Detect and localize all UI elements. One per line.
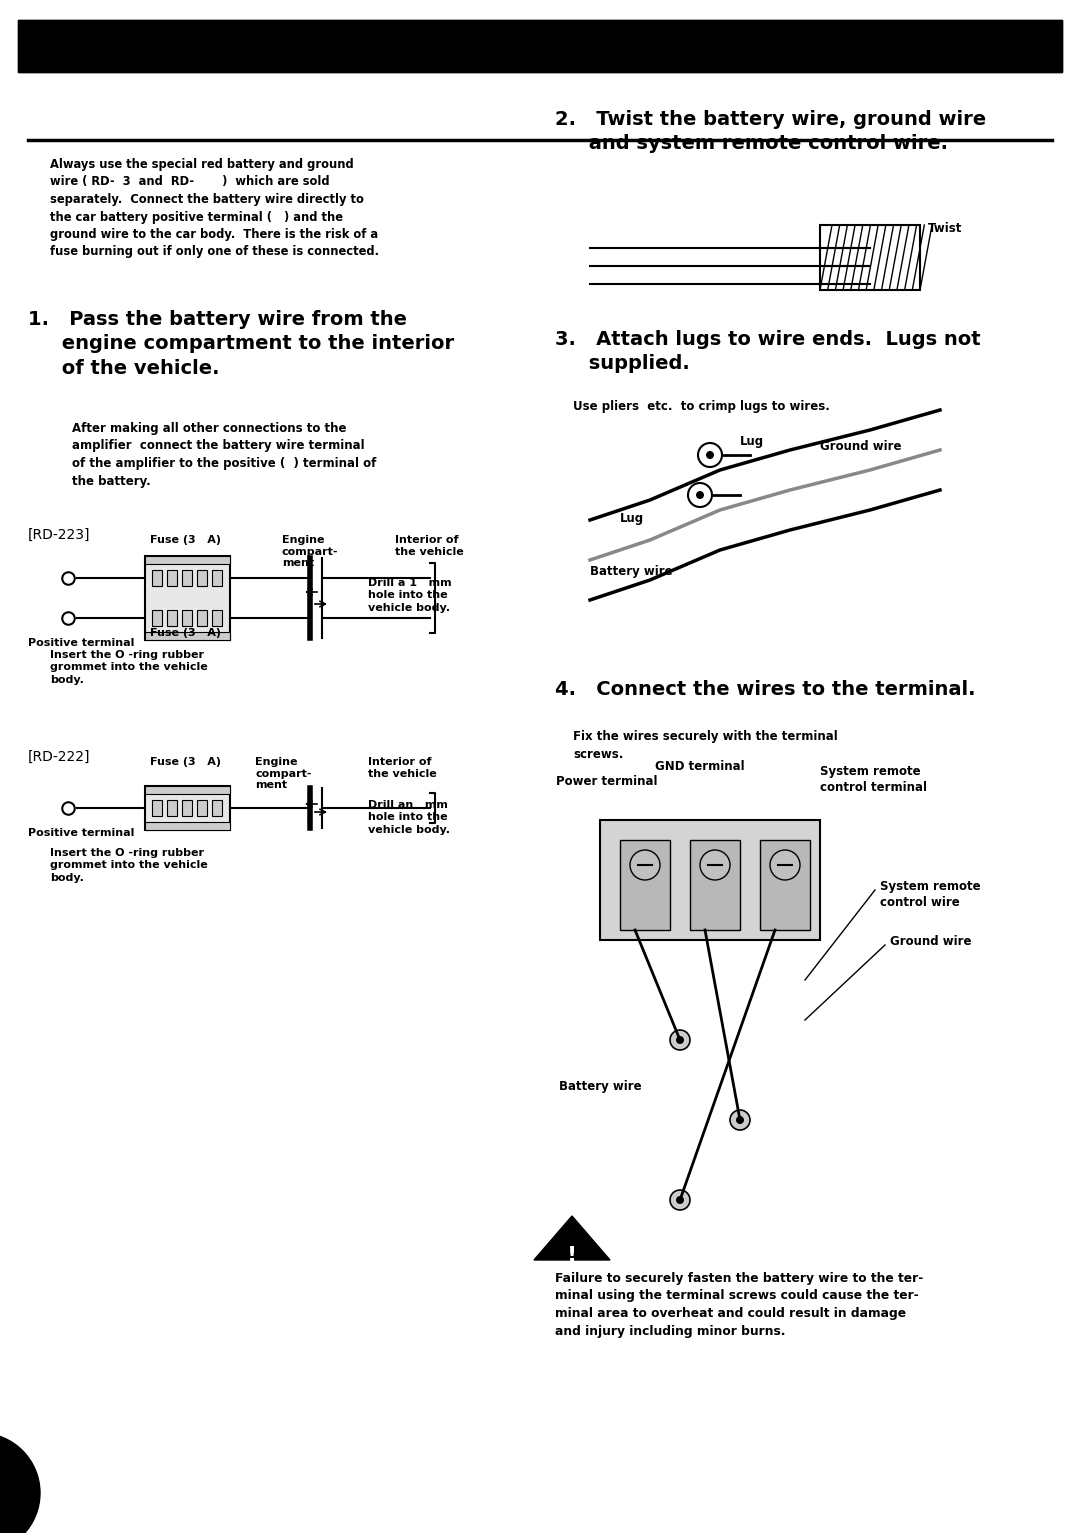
- Text: Fix the wires securely with the terminal
screws.: Fix the wires securely with the terminal…: [573, 730, 838, 760]
- Bar: [690, 840, 740, 931]
- Text: !: !: [567, 1246, 577, 1266]
- Text: 2.   Twist the battery wire, ground wire
     and system remote control wire.: 2. Twist the battery wire, ground wire a…: [555, 110, 986, 153]
- Text: Engine
compart-
ment: Engine compart- ment: [255, 757, 311, 789]
- Text: Lug: Lug: [620, 512, 644, 524]
- Text: Positive terminal: Positive terminal: [28, 638, 134, 648]
- Bar: [145, 556, 230, 564]
- Bar: [197, 570, 207, 586]
- Bar: [183, 570, 192, 586]
- Bar: [167, 800, 177, 816]
- Text: Ground wire: Ground wire: [890, 935, 972, 947]
- Bar: [212, 800, 222, 816]
- Circle shape: [700, 849, 730, 880]
- Text: System remote
control wire: System remote control wire: [880, 880, 981, 909]
- Circle shape: [735, 1116, 744, 1124]
- Bar: [820, 225, 920, 290]
- Bar: [197, 800, 207, 816]
- Text: 4.   Connect the wires to the terminal.: 4. Connect the wires to the terminal.: [555, 681, 975, 699]
- Text: Failure to securely fasten the battery wire to the ter-
minal using the terminal: Failure to securely fasten the battery w…: [555, 1272, 923, 1337]
- Text: Power terminal: Power terminal: [556, 776, 658, 788]
- Bar: [152, 610, 162, 625]
- Bar: [145, 786, 230, 829]
- Circle shape: [706, 451, 714, 458]
- Text: Fuse (3   A): Fuse (3 A): [149, 629, 220, 638]
- Bar: [212, 570, 222, 586]
- Bar: [145, 556, 230, 639]
- Bar: [167, 610, 177, 625]
- Bar: [145, 822, 230, 829]
- Circle shape: [670, 1190, 690, 1210]
- Circle shape: [0, 1433, 40, 1533]
- Circle shape: [770, 849, 800, 880]
- Text: Positive terminal: Positive terminal: [28, 828, 134, 839]
- Text: [RD-222]: [RD-222]: [28, 750, 91, 763]
- Bar: [152, 800, 162, 816]
- Circle shape: [630, 849, 660, 880]
- Bar: [760, 840, 810, 931]
- Circle shape: [676, 1036, 684, 1044]
- Text: Fuse (3   A): Fuse (3 A): [149, 757, 220, 766]
- Bar: [620, 840, 670, 931]
- Text: Interior of
the vehicle: Interior of the vehicle: [395, 535, 463, 556]
- Text: Ground wire: Ground wire: [820, 440, 902, 452]
- Circle shape: [670, 1030, 690, 1050]
- Text: Use pliers  etc.  to crimp lugs to wires.: Use pliers etc. to crimp lugs to wires.: [573, 400, 829, 412]
- Circle shape: [676, 1196, 684, 1203]
- Bar: [145, 632, 230, 639]
- Text: GND terminal: GND terminal: [656, 760, 745, 773]
- Text: Lug: Lug: [740, 435, 765, 448]
- Text: Battery wire: Battery wire: [558, 1081, 642, 1093]
- Circle shape: [730, 1110, 750, 1130]
- Bar: [18, 20, 1062, 72]
- Circle shape: [696, 491, 704, 500]
- Text: Battery wire: Battery wire: [590, 566, 673, 578]
- Text: Always use the special red battery and ground
wire ( RD-  3  and  RD-       )  w: Always use the special red battery and g…: [50, 158, 379, 259]
- Text: Connecting the Unit: Connecting the Unit: [30, 37, 362, 66]
- Text: 3.   Attach lugs to wire ends.  Lugs not
     supplied.: 3. Attach lugs to wire ends. Lugs not su…: [555, 330, 981, 373]
- Text: Drill an   mm
hole into the
vehicle body.: Drill an mm hole into the vehicle body.: [368, 800, 450, 835]
- Text: Insert the O -ring rubber
grommet into the vehicle
body.: Insert the O -ring rubber grommet into t…: [50, 848, 207, 883]
- Bar: [18, 20, 1062, 72]
- Text: [RD-223]: [RD-223]: [28, 527, 91, 543]
- Text: Engine
compart-
ment: Engine compart- ment: [282, 535, 338, 569]
- Bar: [145, 786, 230, 794]
- Bar: [197, 610, 207, 625]
- Text: Twist: Twist: [928, 222, 962, 235]
- Text: System remote
control terminal: System remote control terminal: [820, 765, 927, 794]
- Bar: [183, 800, 192, 816]
- Text: After making all other connections to the
amplifier  connect the battery wire te: After making all other connections to th…: [72, 422, 376, 487]
- Bar: [183, 610, 192, 625]
- Bar: [600, 820, 820, 940]
- Bar: [167, 570, 177, 586]
- Text: 1.   Pass the battery wire from the
     engine compartment to the interior
    : 1. Pass the battery wire from the engine…: [28, 310, 454, 377]
- Polygon shape: [534, 1216, 610, 1260]
- Text: Fuse (3   A): Fuse (3 A): [149, 535, 220, 546]
- Bar: [212, 610, 222, 625]
- Text: Interior of
the vehicle: Interior of the vehicle: [368, 757, 436, 779]
- Text: Insert the O -ring rubber
grommet into the vehicle
body.: Insert the O -ring rubber grommet into t…: [50, 650, 207, 685]
- Text: Drill a 1   mm
hole into the
vehicle body.: Drill a 1 mm hole into the vehicle body.: [368, 578, 451, 613]
- Bar: [152, 570, 162, 586]
